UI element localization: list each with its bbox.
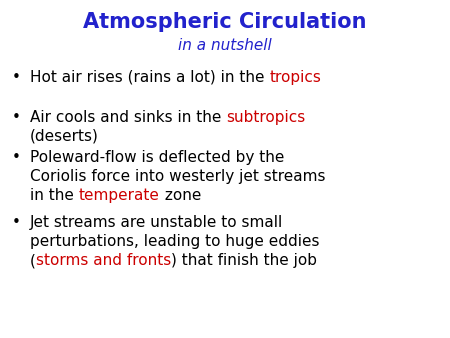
Text: storms and fronts: storms and fronts bbox=[36, 253, 171, 268]
Text: temperate: temperate bbox=[79, 188, 160, 203]
Text: (: ( bbox=[30, 253, 36, 268]
Text: zone: zone bbox=[160, 188, 201, 203]
Text: Jet streams are unstable to small: Jet streams are unstable to small bbox=[30, 215, 283, 230]
Text: Atmospheric Circulation: Atmospheric Circulation bbox=[83, 12, 367, 32]
Text: in a nutshell: in a nutshell bbox=[178, 38, 272, 53]
Text: •: • bbox=[12, 150, 21, 165]
Text: Air cools and sinks in the: Air cools and sinks in the bbox=[30, 110, 226, 125]
Text: Coriolis force into westerly jet streams: Coriolis force into westerly jet streams bbox=[30, 169, 325, 184]
Text: tropics: tropics bbox=[270, 70, 321, 85]
Text: (deserts): (deserts) bbox=[30, 129, 99, 144]
Text: Hot air rises (rains a lot) in the: Hot air rises (rains a lot) in the bbox=[30, 70, 270, 85]
Text: Poleward-flow is deflected by the: Poleward-flow is deflected by the bbox=[30, 150, 284, 165]
Text: •: • bbox=[12, 70, 21, 85]
Text: in the: in the bbox=[30, 188, 79, 203]
Text: •: • bbox=[12, 215, 21, 230]
Text: subtropics: subtropics bbox=[226, 110, 306, 125]
Text: perturbations, leading to huge eddies: perturbations, leading to huge eddies bbox=[30, 234, 320, 249]
Text: •: • bbox=[12, 110, 21, 125]
Text: ) that finish the job: ) that finish the job bbox=[171, 253, 317, 268]
